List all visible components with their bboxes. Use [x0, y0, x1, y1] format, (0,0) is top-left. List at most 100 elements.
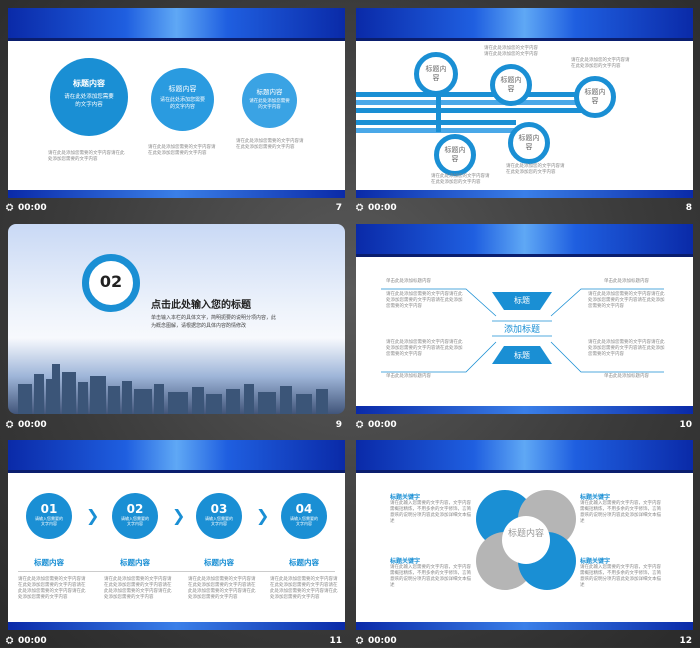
- step-title-2: 标题内容: [120, 558, 150, 567]
- footer-bar-12: ⛭ 00:00 12: [356, 634, 692, 648]
- slide-9[interactable]: 02 点击此处输入您的标题 单击输入本栏的具体文字，简明扼要的说明分项内容，此为…: [8, 224, 345, 414]
- bubble-2: 标题内容 请在此处添加您需要的文字内容: [151, 68, 214, 131]
- slide-10[interactable]: 标题 添加标题 标题 单击此处添加标题内容 请在此处添加您需要的文字内容请在此处…: [356, 224, 693, 414]
- slide-number: 12: [679, 636, 692, 646]
- node-caption: 请在此处添加您的文字内容请在此处添加您的文字内容: [484, 46, 538, 57]
- node-caption: 请在此处添加您的文字内容请在此处添加您的文字内容: [431, 174, 490, 185]
- text-tr: 请在此处添加您需要的文字内容请在此处添加您需要的文字内容请在此处添加您需要的文字…: [588, 292, 665, 309]
- divider: [18, 571, 335, 572]
- text-bl: 请在此输入您需要的文字内容，文字内容需概括精炼，不用多余的文字修饰，言简意赅的说…: [390, 565, 471, 588]
- slide-12[interactable]: 标题内容 标题关键字 请在此输入您需要的文字内容，文字内容需概括精炼，不用多余的…: [356, 440, 693, 630]
- slide-number: 11: [329, 636, 342, 646]
- slide-number: 8: [685, 203, 692, 213]
- step-title-3: 标题内容: [204, 558, 234, 567]
- step-circle-3: 03 请输入您需要的文字内容: [196, 493, 242, 539]
- clock-icon: ⛭: [356, 636, 364, 646]
- footer-bar-10: ⛭ 00:00 10: [356, 418, 692, 432]
- slide-number: 10: [679, 420, 692, 430]
- number-ring: 02: [82, 254, 140, 312]
- chevron-right-icon: ❯: [86, 506, 100, 525]
- text-bl: 请在此处添加您需要的文字内容请在此处添加您需要的文字内容请在此处添加您需要的文字…: [386, 340, 463, 357]
- time-label: 00:00: [368, 203, 397, 213]
- heading-tr: 单击此处添加标题内容: [604, 279, 649, 284]
- slide-11[interactable]: 01 请输入您需要的文字内容 02 请输入您需要的文字内容 03 请输入您需要的…: [8, 440, 345, 630]
- bubble-body: 请在此处添加您需要的文字内容: [160, 97, 206, 110]
- footer-bar-8: ⛭ 00:00 8: [356, 201, 692, 215]
- bubble-body: 请在此处添加您需要的文字内容: [64, 94, 114, 108]
- connector-lines: [381, 288, 664, 373]
- node-4: 标题内容: [508, 122, 550, 164]
- time-label: 00:00: [368, 636, 397, 646]
- step-text-3: 请在此处添加您需要的文字内容请在此处添加您需要的文字内容请在此处添加您需要的文字…: [188, 577, 256, 600]
- text-br: 请在此处添加您需要的文字内容请在此处添加您需要的文字内容请在此处添加您需要的文字…: [588, 340, 665, 357]
- keyword-bl: 标题关键字: [390, 558, 421, 565]
- keyword-tr: 标题关键字: [580, 494, 611, 501]
- center-circle: 标题内容: [502, 516, 550, 564]
- footer-bar-11: ⛭ 00:00 11: [6, 634, 342, 648]
- node-caption: 请在此处添加您的文字内容请在此处添加您的文字内容: [506, 164, 565, 175]
- header-band: [8, 440, 345, 473]
- bubble-body: 请在此处添加您需要的文字内容: [249, 99, 290, 110]
- node-5: 标题内容: [434, 134, 476, 176]
- header-band: [8, 8, 345, 41]
- clock-icon: ⛭: [356, 420, 364, 430]
- footer-band: [8, 622, 345, 630]
- time-label: 00:00: [18, 203, 47, 213]
- slide-title: 点击此处输入您的标题: [151, 300, 251, 311]
- step-text-2: 请在此处添加您需要的文字内容请在此处添加您需要的文字内容请在此处添加您需要的文字…: [104, 577, 172, 600]
- time-label: 00:00: [368, 420, 397, 430]
- step-text-4: 请在此处添加您需要的文字内容请在此处添加您需要的文字内容请在此处添加您需要的文字…: [270, 577, 338, 600]
- footer-band: [356, 622, 693, 630]
- clock-icon: ⛭: [6, 203, 14, 213]
- caption-1: 请在此处添加您需要的文字内容请在此处添加您需要的文字内容: [48, 151, 125, 162]
- keyword-tl: 标题关键字: [390, 494, 421, 501]
- step-circle-4: 04 请输入您需要的文字内容: [281, 493, 327, 539]
- slide-8[interactable]: 标题内容 标题内容 标题内容 标题内容 标题内容 请在此处添加您的文字内容请在此…: [356, 8, 693, 198]
- footer-bar-7: ⛭ 00:00 7: [6, 201, 342, 215]
- header-band: [356, 224, 693, 257]
- time-label: 00:00: [18, 636, 47, 646]
- chevron-right-icon: ❯: [256, 506, 270, 525]
- header-band: [356, 8, 693, 41]
- heading-tl: 单击此处添加标题内容: [386, 279, 431, 284]
- heading-br: 单击此处添加标题内容: [604, 374, 649, 379]
- heading-bl: 单击此处添加标题内容: [386, 374, 431, 379]
- footer-band: [356, 190, 693, 198]
- clock-icon: ⛭: [356, 203, 364, 213]
- footer-band: [356, 406, 693, 414]
- bubble-1: 标题内容 请在此处添加您需要的文字内容: [50, 58, 128, 136]
- footer-bar-9: ⛭ 00:00 9: [6, 418, 342, 432]
- top-label: 标题: [514, 296, 530, 305]
- step-title-4: 标题内容: [289, 558, 319, 567]
- number-label: 02: [99, 272, 123, 291]
- chevron-right-icon: ❯: [172, 506, 186, 525]
- bubble-title: 标题内容: [168, 85, 197, 93]
- caption-2: 请在此处添加您需要的文字内容请在此处添加您需要的文字内容: [148, 145, 216, 156]
- text-tl: 请在此输入您需要的文字内容，文字内容需概括精炼，不用多余的文字修饰，言简意赅的说…: [390, 501, 471, 524]
- bubble-title: 标题内容: [73, 79, 105, 88]
- clock-icon: ⛭: [6, 636, 14, 646]
- clock-icon: ⛭: [6, 420, 14, 430]
- timeline-lines: [356, 92, 596, 133]
- header-band: [356, 440, 693, 473]
- center-label: 添加标题: [503, 325, 540, 335]
- node-1: 标题内容: [414, 52, 458, 96]
- node-2: 标题内容: [490, 64, 532, 106]
- step-title-1: 标题内容: [34, 558, 64, 567]
- step-circle-1: 01 请输入您需要的文字内容: [26, 493, 72, 539]
- text-tr: 请在此输入您需要的文字内容，文字内容需概括精炼，不用多余的文字修饰，言简意赅的说…: [580, 501, 661, 524]
- bubble-3: 标题内容 请在此处添加您需要的文字内容: [242, 73, 297, 128]
- slide-7[interactable]: 标题内容 请在此处添加您需要的文字内容 标题内容 请在此处添加您需要的文字内容 …: [8, 8, 345, 198]
- slide-number: 9: [335, 420, 342, 430]
- step-circle-2: 02 请输入您需要的文字内容: [112, 493, 158, 539]
- footer-band: [8, 190, 345, 198]
- city-skyline: [18, 364, 328, 414]
- bubble-title: 标题内容: [256, 88, 283, 96]
- keyword-br: 标题关键字: [580, 558, 611, 565]
- center-label: 标题内容: [508, 529, 545, 539]
- slide-number: 7: [335, 203, 342, 213]
- node-caption: 请在此处添加您的文字内容请在此处添加您的文字内容: [571, 58, 630, 69]
- text-tl: 请在此处添加您需要的文字内容请在此处添加您需要的文字内容请在此处添加您需要的文字…: [386, 292, 463, 309]
- node-3: 标题内容: [574, 76, 616, 118]
- text-br: 请在此输入您需要的文字内容，文字内容需概括精炼，不用多余的文字修饰，言简意赅的说…: [580, 565, 661, 588]
